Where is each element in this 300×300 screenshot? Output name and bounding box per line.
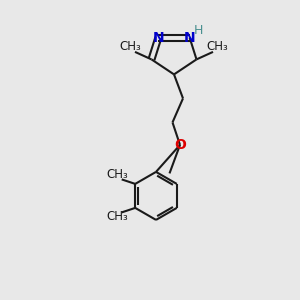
Text: N: N bbox=[153, 31, 164, 44]
Text: N: N bbox=[184, 31, 195, 44]
Text: CH₃: CH₃ bbox=[106, 210, 128, 224]
Text: CH₃: CH₃ bbox=[207, 40, 228, 53]
Text: O: O bbox=[174, 138, 186, 152]
Text: H: H bbox=[194, 23, 203, 37]
Text: CH₃: CH₃ bbox=[120, 40, 141, 53]
Text: CH₃: CH₃ bbox=[106, 168, 128, 182]
